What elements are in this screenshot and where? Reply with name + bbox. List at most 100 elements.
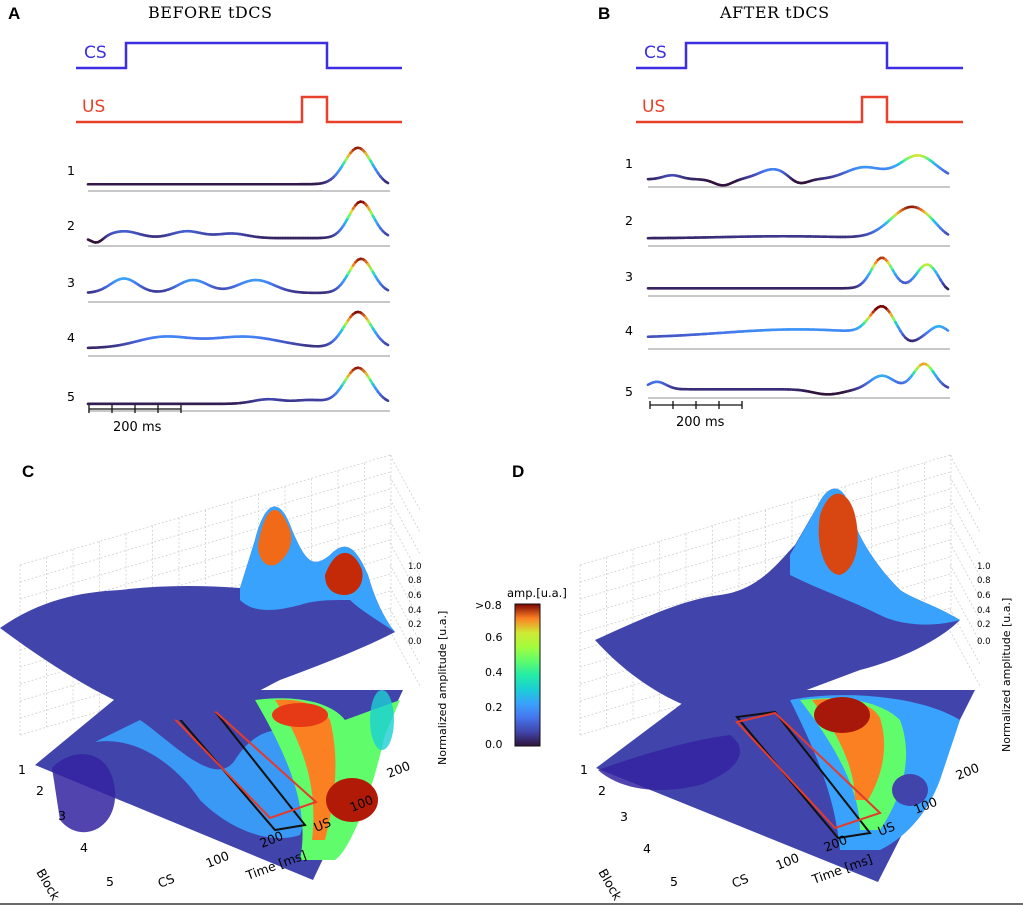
panel-label-c: C [22, 462, 34, 481]
cs-signal-trace-a [76, 41, 402, 70]
trial-number-b-4: 4 [625, 323, 633, 338]
scale-bar-a [88, 405, 182, 413]
x-tick-d-100a: 100 [774, 850, 802, 873]
x-tick-c-us: US [312, 814, 334, 834]
y-tick-c-2: 2 [36, 783, 44, 798]
z-tick-d-1.0: 1.0 [977, 562, 991, 572]
z-tick-c-0.8: 0.8 [408, 576, 422, 586]
cs-label-b: CS [644, 43, 667, 63]
trial-number-a-1: 1 [67, 163, 75, 178]
us-label-b: US [642, 97, 665, 117]
z-tick-c-0.0: 0.0 [408, 637, 422, 647]
colorbar-gradient [514, 603, 541, 747]
colorbar-tick-0.6: 0.6 [485, 631, 503, 644]
trial-trace-a-2 [86, 200, 390, 247]
contour-band-us-mid-c [275, 699, 336, 840]
contour-dark-patch-c [52, 754, 116, 833]
us-label-a: US [82, 97, 105, 117]
y-tick-c-1: 1 [18, 762, 26, 777]
z-tick-c-0.4: 0.4 [408, 606, 422, 616]
panel-d: D 1.0 0.8 0.6 0.4 0.2 0.0 Normalized amp… [512, 454, 1013, 903]
trial-trace-b-3 [646, 256, 950, 297]
z-tick-d-0.2: 0.2 [977, 620, 991, 630]
x-tick-d-200b: 200 [954, 760, 982, 783]
y-tick-c-3: 3 [58, 808, 66, 823]
panel-title-b: AFTER tDCS [719, 3, 830, 22]
us-signal-trace-a [76, 95, 402, 124]
colorbar-tick-0.8: >0.8 [475, 599, 502, 612]
cs-label-a: CS [84, 43, 107, 63]
y-axis-label-c: Block [33, 866, 63, 903]
contour-band-top-c [370, 690, 394, 750]
z-tick-c-1.0: 1.0 [408, 562, 422, 572]
trial-traces-b [646, 154, 950, 399]
trial-trace-a-5 [86, 366, 390, 412]
trial-number-b-5: 5 [625, 384, 633, 399]
trial-number-b-2: 2 [625, 213, 633, 228]
z-tick-c-0.2: 0.2 [408, 620, 422, 630]
cs-signal-trace-b [636, 41, 963, 70]
us-window-box-d [735, 710, 872, 840]
x-tick-c-cs: CS [156, 871, 177, 891]
panel-label-a: A [8, 4, 20, 23]
y-tick-d-5: 5 [670, 874, 678, 889]
contour-dark-patch-d [598, 735, 740, 790]
trial-trace-b-4 [646, 305, 950, 350]
z-tick-d-0.6: 0.6 [977, 591, 991, 601]
cs-window-box-d [735, 711, 882, 830]
x-tick-d-cs: CS [730, 871, 751, 891]
trial-number-a-2: 2 [67, 218, 75, 233]
trial-trace-b-1 [646, 154, 950, 188]
trial-number-a-4: 4 [67, 330, 75, 345]
colorbar-tick-0.2: 0.2 [485, 701, 503, 714]
contour-peak-2-c [326, 778, 378, 822]
x-tick-c-100a: 100 [204, 848, 232, 871]
y-tick-c-4: 4 [80, 840, 88, 855]
panel-label-b: B [598, 4, 610, 23]
trial-number-a-5: 5 [67, 389, 75, 404]
z-axis-label-c: Normalized amplitude [u.a.] [436, 611, 449, 765]
scale-label-b: 200 ms [676, 415, 725, 430]
panel-c: C 1.0 0.8 0.6 0.4 0.2 0.0 Normalized amp… [0, 454, 449, 903]
contour-blob-d [892, 774, 928, 806]
panel-title-a: BEFORE tDCS [148, 3, 272, 22]
scale-label-a: 200 ms [113, 420, 162, 435]
panel-a: A BEFORE tDCS CS US 1 2 3 4 5 200 ms [8, 3, 402, 435]
trial-traces-a [86, 146, 390, 412]
y-axis-label-d: Block [595, 866, 625, 903]
trial-trace-a-4 [86, 310, 390, 357]
y-tick-d-4: 4 [643, 841, 651, 856]
surface-peak-2-c [325, 552, 363, 595]
surface-peak-d [818, 493, 858, 575]
us-signal-trace-b [636, 95, 963, 124]
surface-d [595, 488, 960, 716]
colorbar-tick-0.0: 0.0 [485, 738, 503, 751]
contour-map-c [35, 690, 403, 880]
colorbar-title: amp.[u.a.] [507, 586, 567, 600]
trial-number-b-3: 3 [625, 269, 633, 284]
surface-c [0, 506, 395, 720]
x-tick-c-200b: 200 [385, 758, 413, 781]
colorbar-tick-0.4: 0.4 [485, 666, 503, 679]
z-tick-d-0.0: 0.0 [977, 637, 991, 647]
contour-peak-d [814, 697, 870, 733]
y-tick-c-5: 5 [106, 874, 114, 889]
contour-lighter-band-c [95, 720, 325, 839]
panel-b: B AFTER tDCS CS US 1 2 3 4 5 200 ms [598, 3, 963, 430]
colorbar: amp.[u.a.] >0.8 0.6 0.4 0.2 0.0 [475, 586, 567, 751]
trial-number-a-3: 3 [67, 275, 75, 290]
trial-trace-b-2 [646, 205, 950, 247]
panel-label-d: D [512, 462, 524, 481]
contour-peak-1-c [272, 703, 328, 727]
z-tick-d-0.4: 0.4 [977, 606, 991, 616]
x-tick-d-us: US [876, 818, 898, 838]
trial-trace-a-1 [86, 146, 390, 192]
z-tick-d-0.8: 0.8 [977, 576, 991, 586]
y-tick-d-3: 3 [620, 809, 628, 824]
z-axis-label-d: Normalized amplitude [u.a.] [1000, 598, 1013, 752]
trial-trace-a-3 [86, 257, 390, 303]
z-tick-c-0.6: 0.6 [408, 591, 422, 601]
scale-bar-b [649, 401, 743, 409]
trial-trace-b-5 [646, 362, 950, 399]
contour-map-d [596, 690, 975, 882]
